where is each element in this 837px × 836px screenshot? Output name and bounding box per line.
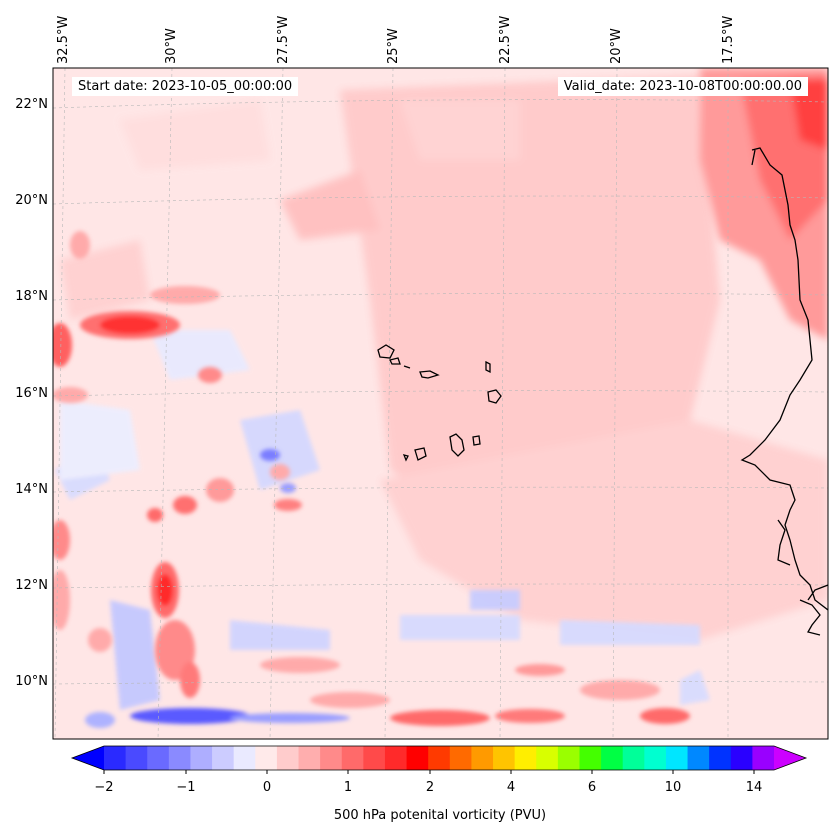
colorbar-label: 500 hPa potenital vorticity (PVU) (333, 808, 547, 823)
colorbar-tick-label: 6 (587, 780, 597, 795)
colorbar-segment (363, 746, 386, 770)
colorbar-segment (449, 746, 472, 770)
colorbar-segment (687, 746, 710, 770)
colorbar-tick-label: 4 (506, 780, 516, 795)
lon-label: 32.5°W (56, 15, 71, 64)
colorbar (70, 745, 808, 774)
colorbar-segment (622, 746, 645, 770)
colorbar-tick-label: −1 (176, 780, 196, 795)
lon-label: 25°W (386, 28, 401, 64)
colorbar-segment (276, 746, 300, 770)
colorbar-segment (709, 746, 732, 770)
colorbar-extend-low (72, 746, 104, 770)
lon-label: 27.5°W (276, 15, 291, 64)
colorbar-segment (298, 746, 321, 770)
colorbar-tick-label: 1 (343, 780, 353, 795)
colorbar-segment (557, 746, 580, 770)
start-date-label: Start date: 2023-10-05_00:00:00 (72, 77, 299, 96)
colorbar-tick-label: 2 (425, 780, 435, 795)
colorbar-segment (233, 746, 256, 770)
colorbar-segment (341, 746, 364, 770)
lon-label: 20°W (609, 28, 624, 64)
colorbar-segment (428, 746, 451, 770)
colorbar-segment (104, 746, 127, 770)
colorbar-segment (255, 746, 278, 770)
colorbar-segment (579, 746, 602, 770)
colorbar-segment (644, 746, 667, 770)
colorbar-segment (493, 746, 516, 770)
coastline (377, 147, 828, 636)
colorbar-tick-label: 14 (745, 780, 763, 795)
pv-field (53, 68, 828, 739)
colorbar-segment (212, 746, 235, 770)
lat-label: 12°N (15, 578, 48, 593)
colorbar-segment (752, 746, 775, 770)
lat-label: 20°N (15, 193, 48, 208)
colorbar-segment (406, 746, 429, 770)
lat-label: 18°N (15, 289, 48, 304)
colorbar-extend-high (774, 746, 806, 770)
colorbar-segment (147, 746, 170, 770)
colorbar-segment (168, 746, 191, 770)
colorbar-segment (514, 746, 537, 770)
lon-label: 30°W (164, 28, 179, 64)
colorbar-segment (384, 746, 408, 770)
map-frame (52, 67, 829, 740)
colorbar-segment (601, 746, 624, 770)
colorbar-segment (190, 746, 213, 770)
lat-label: 10°N (15, 674, 48, 689)
lat-label: 22°N (15, 97, 48, 112)
lat-label: 16°N (15, 386, 48, 401)
lon-label: 22.5°W (498, 15, 513, 64)
colorbar-tick-label: 0 (262, 780, 272, 795)
colorbar-tick-label: −2 (94, 780, 114, 795)
colorbar-segment (320, 746, 343, 770)
lat-label: 14°N (15, 482, 48, 497)
lon-label: 17.5°W (721, 15, 736, 64)
colorbar-segment (536, 746, 559, 770)
colorbar-segment (730, 746, 753, 770)
grid-lines (53, 68, 828, 739)
colorbar-segment (665, 746, 689, 770)
colorbar-tick-label: 10 (664, 780, 682, 795)
valid-date-label: Valid_date: 2023-10-08T00:00:00.00 (557, 77, 808, 96)
colorbar-segment (471, 746, 494, 770)
colorbar-segment (125, 746, 148, 770)
